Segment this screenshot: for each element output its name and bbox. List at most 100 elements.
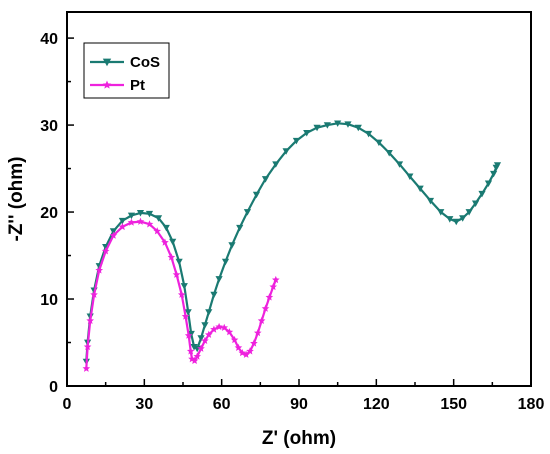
series-line-cos [85,122,499,362]
y-tick-label: 30 [40,118,58,135]
data-point-cos [344,121,352,128]
data-point-cos [205,309,213,316]
data-point-pt [177,290,186,298]
data-point-pt [83,342,92,351]
series-layer [82,120,502,372]
data-point-cos [175,258,183,266]
y-axis-label: -Z'' (ohm) [6,156,27,241]
data-point-cos [145,210,154,218]
data-point-cos [282,148,290,155]
data-point-cos [184,309,192,316]
data-point-pt [90,290,98,298]
legend-label-cos: CoS [130,54,160,71]
data-point-cos [162,224,170,232]
data-point-cos [190,343,198,351]
legend-marker-pt [102,80,112,89]
data-point-cos [395,161,404,168]
data-point-cos [375,139,383,147]
data-point-pt [95,266,104,274]
data-point-cos [446,216,454,223]
data-point-pt [272,275,280,284]
data-point-cos [465,209,473,216]
data-point-pt [230,335,239,344]
x-axis-label: Z' (ohm) [262,428,336,449]
y-tick-label: 10 [40,292,58,309]
data-point-pt [118,222,127,231]
data-point-cos [313,124,321,132]
y-tick-label: 0 [49,379,58,396]
data-point-cos [334,120,342,127]
data-point-pt [181,312,190,320]
data-point-pt [210,325,218,333]
data-point-pt [246,347,254,355]
data-point-cos [252,191,261,199]
data-point-cos [197,335,205,342]
data-point-cos [471,200,480,207]
data-point-cos [426,197,435,205]
data-point-cos [272,161,280,168]
x-tick-label: 180 [518,396,545,413]
data-point-pt [197,344,205,352]
data-point-pt [269,282,278,291]
y-tick-label: 20 [40,205,58,222]
data-point-pt [204,330,213,338]
data-point-cos [323,122,331,129]
data-point-pt [109,231,118,239]
data-point-cos [118,217,127,225]
data-point-pt [86,316,94,324]
x-tick-label: 60 [213,396,231,413]
x-tick-label: 30 [135,396,153,413]
data-point-cos [292,137,301,145]
series-pt [82,217,280,372]
data-point-cos [136,210,145,217]
data-point-cos [459,215,467,222]
data-point-cos [484,180,493,187]
data-point-pt [167,253,176,261]
y-tick-label: 40 [40,31,58,48]
data-point-pt [220,323,229,331]
data-point-cos [303,130,311,137]
data-point-cos [437,209,445,216]
data-point-cos [490,170,498,178]
data-point-pt [234,343,243,351]
data-point-pt [265,293,274,301]
legend-label-pt: Pt [130,77,145,94]
data-point-pt [82,364,91,372]
x-tick-label: 90 [290,396,308,413]
data-point-cos [210,291,218,299]
data-point-cos [187,330,195,338]
data-point-cos [365,130,373,138]
legend: CoS Pt [83,42,170,99]
series-cos [82,120,502,366]
data-point-pt [172,270,181,278]
data-point-cos [180,283,188,290]
data-point-cos [354,124,362,132]
data-point-cos [478,190,486,198]
data-point-cos [228,242,236,249]
legend-box [83,42,170,99]
data-point-cos [385,150,393,157]
ticks: 0 30 60 90 120 150 180 0 10 20 30 40 [40,31,544,413]
data-point-pt [242,350,250,358]
x-tick-label: 150 [440,396,467,413]
data-point-cos [127,212,136,220]
data-point-cos [154,215,163,222]
data-point-pt [193,352,201,360]
data-point-cos [406,173,414,180]
data-point-cos [169,238,177,246]
data-point-pt [145,220,154,228]
legend-marker-cos [102,58,112,67]
data-point-cos [261,176,270,183]
data-point-pt [201,336,209,345]
data-point-cos [221,258,230,266]
data-point-cos [201,322,209,329]
data-point-cos [236,224,244,232]
data-point-pt [127,218,136,226]
data-point-pt [184,331,193,339]
data-point-pt [101,247,110,255]
x-tick-label: 120 [363,396,390,413]
data-point-pt [136,217,145,225]
data-point-cos [493,162,502,169]
